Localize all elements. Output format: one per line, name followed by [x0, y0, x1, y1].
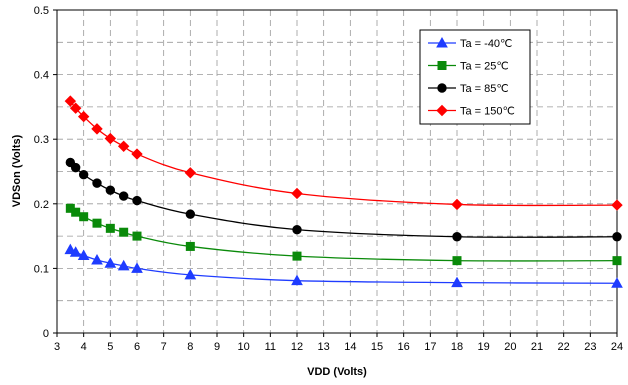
series-line	[69, 161, 618, 238]
data-point	[77, 110, 90, 123]
y-tick-label: 0.3	[34, 134, 49, 146]
series-3	[65, 157, 622, 242]
y-tick-label: 0	[43, 328, 49, 340]
x-tick-label: 21	[531, 341, 543, 353]
data-point	[117, 259, 130, 271]
x-tick-label: 16	[398, 341, 410, 353]
data-point	[69, 246, 82, 257]
x-tick-label: 4	[81, 341, 87, 353]
data-point	[292, 251, 302, 261]
data-point	[131, 148, 143, 160]
data-point	[78, 170, 89, 180]
data-point	[104, 257, 117, 268]
data-point	[292, 224, 302, 235]
data-point	[132, 231, 142, 241]
series-line	[69, 100, 618, 207]
y-tick-label: 0.5	[34, 5, 49, 17]
y-axis-ticks: 0 0.1 0.2 0.3 0.4 0.5	[34, 5, 57, 340]
data-point	[452, 256, 462, 266]
data-point	[612, 232, 622, 242]
legend-swatch-marker	[436, 36, 448, 48]
x-tick-label: 14	[344, 341, 356, 353]
plot-area	[56, 9, 618, 334]
data-point	[104, 132, 117, 145]
x-tick-label: 23	[584, 341, 596, 353]
data-point	[291, 274, 303, 286]
data-point	[69, 102, 82, 114]
x-tick-label: 20	[504, 341, 516, 353]
y-tick-label: 0.1	[34, 263, 49, 275]
series-line	[69, 207, 618, 262]
x-tick-label: 22	[558, 341, 570, 353]
x-axis-ticks: 3 4 5 6 7 8 9 10 11 12 13 14 15 16 17 18 19 20 21 22 23 24	[54, 333, 623, 353]
data-point	[132, 195, 142, 206]
legend-item: Ta = 85℃	[428, 83, 509, 95]
x-tick-label: 9	[214, 341, 220, 353]
data-point	[105, 223, 115, 233]
legend-item: Ta = 25℃	[428, 61, 509, 73]
data-point	[451, 198, 463, 211]
data-point	[612, 256, 622, 266]
data-point	[64, 95, 77, 107]
legend-label: Ta = -40℃	[460, 38, 512, 50]
data-point	[291, 187, 303, 200]
x-tick-label: 5	[107, 341, 113, 353]
data-point	[92, 218, 102, 228]
x-tick-label: 8	[187, 341, 193, 353]
legend-swatch-marker	[437, 83, 447, 93]
data-point	[91, 123, 103, 135]
x-tick-label: 15	[371, 341, 383, 353]
legend-label: Ta = 85℃	[460, 83, 509, 95]
x-tick-label: 10	[238, 341, 250, 353]
x-tick-label: 3	[54, 341, 60, 353]
x-tick-label: 13	[318, 341, 330, 353]
series-line	[70, 249, 618, 284]
legend-swatch-marker	[436, 104, 448, 117]
data-point	[451, 276, 463, 288]
legend-label: Ta = 25℃	[460, 61, 509, 73]
data-point	[184, 167, 197, 179]
x-tick-label: 19	[478, 341, 490, 353]
x-tick-label: 12	[291, 341, 303, 353]
legend-label: Ta = 150℃	[460, 106, 515, 118]
series-2	[65, 203, 622, 266]
x-tick-label: 7	[161, 341, 167, 353]
data-point	[611, 199, 623, 211]
data-point	[70, 162, 81, 173]
x-tick-label: 24	[611, 341, 623, 353]
x-tick-label: 18	[451, 341, 463, 353]
series-1	[64, 243, 623, 288]
legend: Ta = -40℃ Ta = 25℃ Ta = 85℃ Ta = 150℃	[419, 29, 531, 125]
data-point	[71, 207, 81, 217]
data-point	[184, 268, 197, 280]
data-point	[131, 262, 143, 273]
data-point	[185, 241, 195, 251]
data-point	[77, 249, 90, 260]
legend-swatch-marker	[437, 61, 447, 70]
y-tick-label: 0.4	[34, 70, 49, 82]
data-point	[105, 185, 116, 195]
y-axis-title: VDSon (Volts)	[11, 134, 23, 207]
data-point	[118, 191, 129, 201]
x-axis-title: VDD (Volts)	[307, 366, 367, 378]
data-point	[119, 227, 129, 237]
y-tick-label: 0.2	[34, 199, 49, 211]
series-group	[64, 95, 623, 288]
data-point	[611, 277, 623, 288]
data-point	[117, 140, 130, 153]
grid	[57, 10, 617, 333]
data-point	[452, 232, 462, 242]
x-tick-label: 6	[134, 341, 140, 353]
data-point	[79, 212, 89, 222]
data-point	[91, 253, 103, 265]
legend-item: Ta = -40℃	[428, 36, 512, 50]
x-tick-label: 17	[424, 341, 436, 353]
data-point	[185, 209, 196, 219]
x-tick-label: 11	[265, 341, 276, 353]
data-point	[92, 178, 102, 188]
legend-item: Ta = 150℃	[428, 104, 515, 118]
series-4	[64, 95, 623, 211]
